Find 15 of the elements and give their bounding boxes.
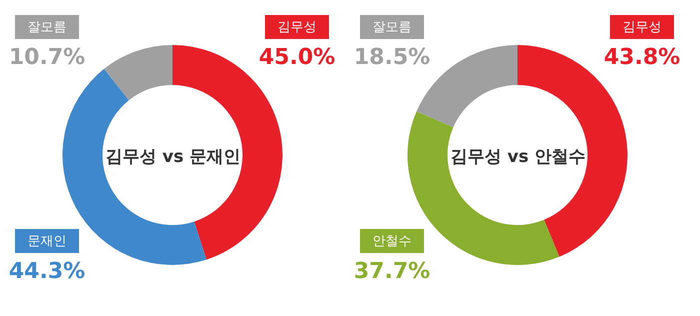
donut-slice [104, 45, 172, 100]
slice-label: 잘모름 [372, 20, 412, 35]
slice-label: 김무성 [278, 20, 316, 35]
data-label: 43.8% [604, 45, 680, 70]
data-label: 44.3% [8, 259, 86, 284]
slice-label: 잘모름 [28, 20, 66, 35]
data-label: 37.7% [354, 259, 430, 284]
slice-label: 문재인 [28, 234, 66, 249]
text: 김무성 vs 문재인 [105, 147, 241, 167]
text: 김무성 vs 안철수 [450, 147, 586, 167]
data-label: 18.5% [354, 45, 430, 70]
slice-label: 안철수 [372, 234, 412, 249]
data-label: 45.0% [258, 45, 336, 70]
data-label: 10.7% [8, 45, 86, 70]
slice-label: 김무성 [622, 20, 662, 35]
